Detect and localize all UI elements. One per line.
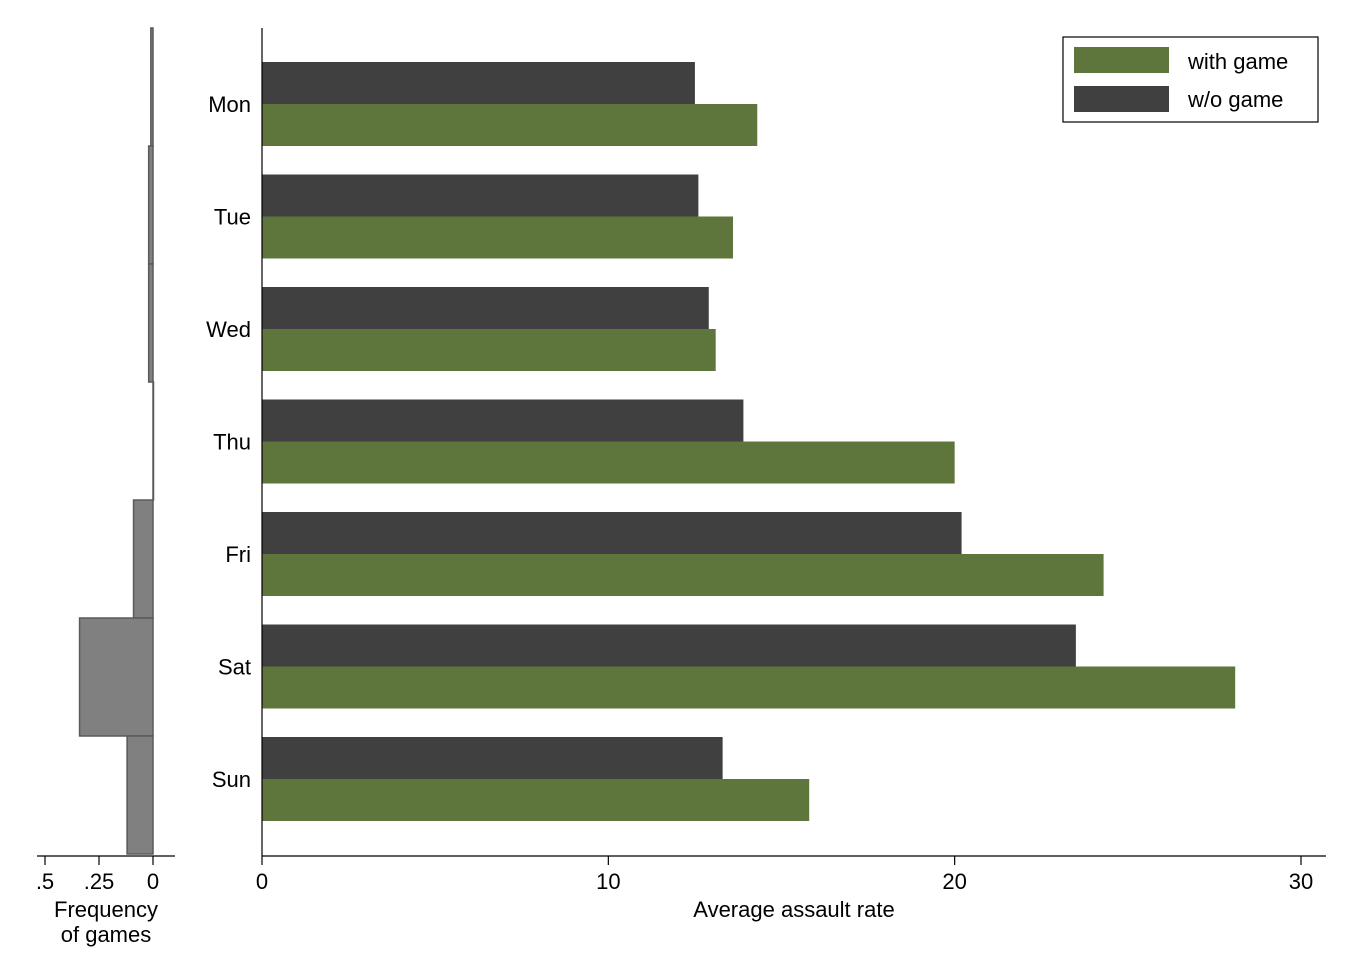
- bar-with-game-tue: [262, 216, 734, 259]
- frequency-histogram-panel: .5 .25 0 Frequency of games: [36, 27, 175, 947]
- histogram-x-tick-label-.25: .25: [84, 869, 115, 894]
- bar-without-game-sat: [262, 624, 1076, 667]
- main-x-ticks: 0 10 20 30: [256, 856, 1313, 894]
- legend-swatch-without-game: [1074, 86, 1169, 112]
- day-label-thu: Thu: [213, 430, 251, 455]
- bar-with-game-fri: [262, 554, 1104, 596]
- histogram-x-label-line-2: of games: [61, 922, 152, 947]
- histogram-bar-mon: [150, 27, 154, 147]
- day-labels: Mon Tue Wed Thu Fri Sat Sun: [206, 92, 251, 792]
- histogram-bar-wed: [147, 263, 154, 383]
- bar-with-game-thu: [262, 441, 955, 484]
- histogram-x-tick-label-.5: .5: [36, 869, 54, 894]
- bar-without-game-thu: [262, 399, 744, 442]
- legend: with game w/o game: [1062, 36, 1319, 123]
- main-x-tick-label-30: 30: [1289, 869, 1313, 894]
- histogram-bar-tue: [147, 145, 154, 265]
- histogram-bar-fri: [132, 499, 154, 619]
- main-x-tick-label-0: 0: [256, 869, 268, 894]
- assault-rate-bar-panel: 0 10 20 30 Mon Tue Wed Thu Fri Sat Sun Average as…: [206, 28, 1326, 922]
- bar-with-game-sat: [262, 666, 1236, 709]
- bar-without-game-mon: [262, 62, 695, 104]
- bar-with-game-sun: [262, 779, 810, 821]
- assault-rate-bars: [262, 62, 1236, 821]
- day-label-fri: Fri: [225, 542, 251, 567]
- legend-swatch-with-game: [1074, 47, 1169, 73]
- day-label-tue: Tue: [214, 205, 251, 230]
- histogram-bar-sun: [126, 735, 154, 855]
- day-label-sat: Sat: [218, 655, 251, 680]
- bar-without-game-sun: [262, 737, 723, 779]
- day-label-mon: Mon: [208, 92, 251, 117]
- main-x-tick-label-10: 10: [596, 869, 620, 894]
- histogram-bar-sat: [78, 617, 154, 737]
- bar-without-game-wed: [262, 287, 709, 329]
- histogram-x-ticks: .5 .25 0: [36, 856, 159, 894]
- histogram-bars: [78, 27, 155, 855]
- histogram-x-tick-label-0: 0: [147, 869, 159, 894]
- main-x-tick-label-20: 20: [942, 869, 966, 894]
- legend-label-without-game: w/o game: [1187, 87, 1283, 112]
- bar-with-game-mon: [262, 104, 758, 146]
- main-x-axis-title: Average assault rate: [693, 897, 894, 922]
- day-label-sun: Sun: [212, 767, 251, 792]
- histogram-bar-thu: [152, 381, 155, 501]
- histogram-x-label-line-1: Frequency: [54, 897, 158, 922]
- day-label-wed: Wed: [206, 317, 251, 342]
- bar-with-game-wed: [262, 329, 716, 371]
- legend-label-with-game: with game: [1187, 49, 1288, 74]
- bar-without-game-fri: [262, 512, 962, 554]
- bar-without-game-tue: [262, 174, 699, 217]
